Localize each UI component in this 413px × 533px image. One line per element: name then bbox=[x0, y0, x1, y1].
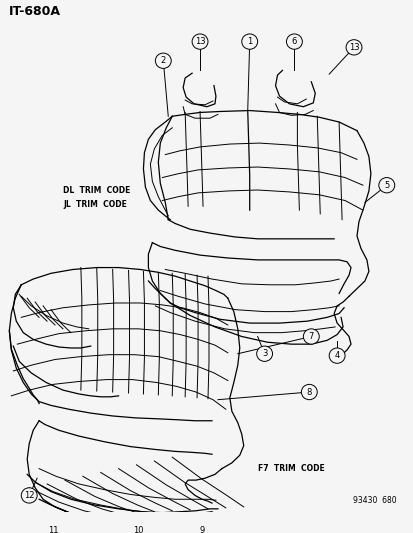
Text: 3: 3 bbox=[261, 349, 267, 358]
Circle shape bbox=[21, 488, 37, 503]
Text: 6: 6 bbox=[291, 37, 297, 46]
Text: 12: 12 bbox=[24, 491, 34, 500]
Circle shape bbox=[286, 34, 301, 49]
Circle shape bbox=[378, 177, 394, 193]
Text: 13: 13 bbox=[348, 43, 358, 52]
Text: DL  TRIM  CODE: DL TRIM CODE bbox=[63, 187, 130, 196]
Circle shape bbox=[241, 34, 257, 49]
Text: 5: 5 bbox=[383, 181, 389, 190]
Circle shape bbox=[303, 329, 318, 344]
Circle shape bbox=[194, 523, 209, 533]
Text: 1: 1 bbox=[247, 37, 252, 46]
Circle shape bbox=[45, 523, 61, 533]
Circle shape bbox=[301, 384, 316, 400]
Text: 9: 9 bbox=[199, 527, 204, 533]
Text: 7: 7 bbox=[308, 332, 313, 341]
Text: 4: 4 bbox=[334, 351, 339, 360]
Text: F7  TRIM  CODE: F7 TRIM CODE bbox=[257, 464, 324, 473]
Text: IT-680A: IT-680A bbox=[9, 5, 61, 18]
Text: JL  TRIM  CODE: JL TRIM CODE bbox=[63, 200, 126, 209]
Circle shape bbox=[256, 346, 272, 361]
Circle shape bbox=[328, 348, 344, 364]
Text: 8: 8 bbox=[306, 387, 311, 397]
Text: 2: 2 bbox=[160, 56, 166, 65]
Circle shape bbox=[130, 523, 146, 533]
Circle shape bbox=[345, 39, 361, 55]
Text: 10: 10 bbox=[133, 527, 143, 533]
Text: 11: 11 bbox=[47, 527, 58, 533]
Text: 13: 13 bbox=[194, 37, 205, 46]
Circle shape bbox=[192, 34, 207, 49]
Text: 93430  680: 93430 680 bbox=[352, 496, 396, 505]
Circle shape bbox=[155, 53, 171, 68]
